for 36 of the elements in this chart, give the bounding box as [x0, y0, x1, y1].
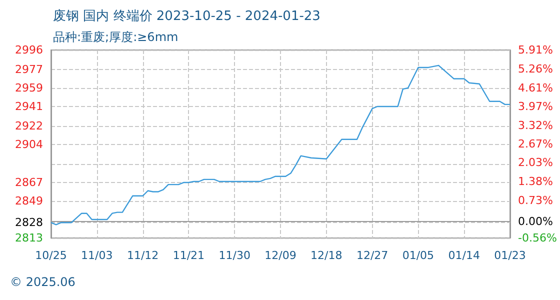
y2-tick-label: 0.00%	[518, 215, 553, 228]
x-tick-label: 01/14	[448, 249, 480, 262]
y2-tick-label: 1.38%	[518, 175, 553, 188]
y-tick-label: 2922	[15, 120, 43, 133]
x-tick-label: 11/21	[172, 249, 205, 262]
y2-tick-label: 2.67%	[518, 138, 553, 151]
x-tick-label: 10/25	[35, 249, 67, 262]
y-tick-label: 2904	[15, 138, 43, 152]
y2-tick-label: 3.32%	[518, 118, 553, 132]
x-tick-label: 12/18	[310, 249, 342, 262]
y-tick-label: 2996	[15, 44, 43, 56]
y-tick-label: 2849	[15, 194, 43, 208]
y-tick-label: 2959	[15, 82, 43, 95]
x-tick-label: 12/09	[264, 249, 296, 262]
chart-title: 废钢 国内 终端价 2023-10-25 - 2024-01-23	[53, 9, 320, 24]
line-series	[50, 64, 511, 226]
y-tick-label: 2867	[15, 176, 43, 190]
x-tick-label: 01/23	[494, 249, 526, 262]
text: © 2025.06	[10, 275, 76, 289]
y2-tick-label: 4.61%	[518, 81, 553, 94]
y-tick-label: 2828	[15, 216, 43, 230]
y-tick-label: 2813	[15, 232, 43, 244]
chart-subtitle: 品种:重废;厚度:≥6mm	[53, 30, 178, 44]
y2-tick-label: 0.73%	[518, 194, 553, 208]
x-tick-label: 11/30	[218, 249, 250, 262]
x-tick-label: 11/03	[81, 249, 113, 262]
y2-tick-label: 3.97%	[518, 100, 553, 113]
y-tick-label: 2941	[15, 100, 43, 114]
y2-tick-label: -0.56%	[518, 232, 557, 244]
y2-tick-label: 5.91%	[518, 44, 553, 56]
y2-tick-label: 5.26%	[518, 62, 553, 76]
y2-tick-label: 2.03%	[518, 156, 553, 170]
x-tick-label: 12/27	[356, 249, 388, 262]
y-tick-label: 2977	[15, 63, 43, 76]
x-tick-label: 11/12	[126, 249, 159, 262]
x-tick-label: 01/05	[402, 249, 434, 262]
